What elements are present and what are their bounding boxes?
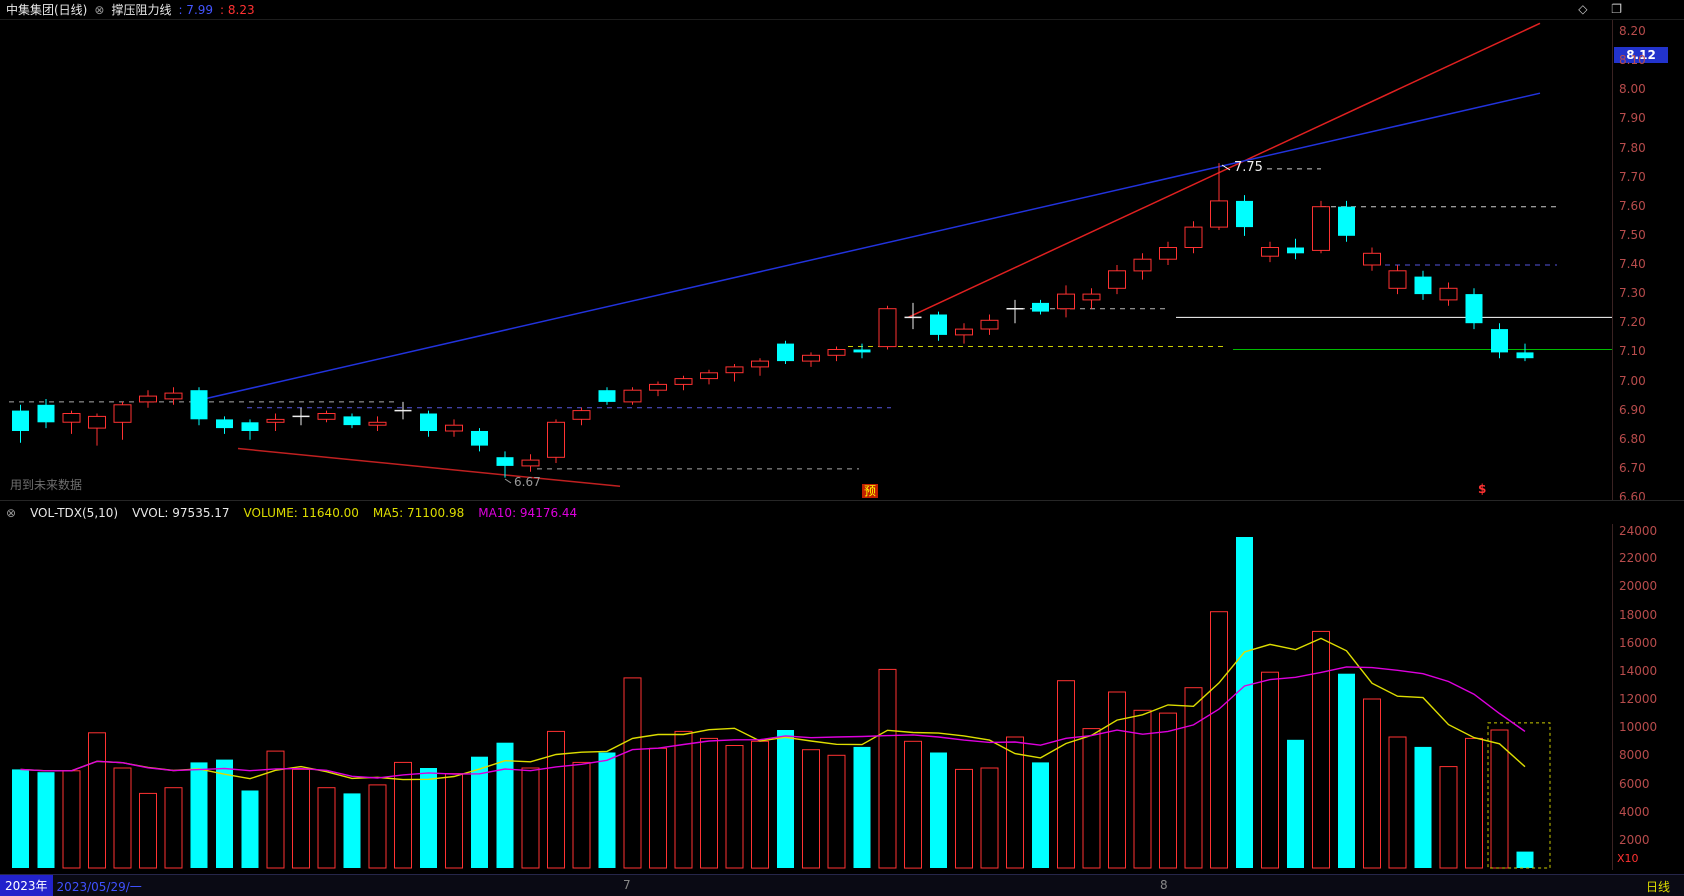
volume-tick-label: 14000 (1619, 663, 1658, 678)
price-tick-label: 7.00 (1619, 373, 1646, 388)
future-data-watermark: 用到未来数据 (10, 478, 83, 492)
ma10-value: MA10: 94176.44 (478, 505, 578, 520)
price-tick-label: 7.10 (1619, 344, 1646, 359)
price-tick-label: 8.10 (1619, 53, 1646, 68)
month-mark-8: 8 (1160, 878, 1168, 892)
stock-title: 中集集团(日线) (6, 3, 88, 17)
dividend-rights-marker[interactable]: $ (1478, 482, 1487, 496)
volume-fold-icon[interactable]: ⊗ (6, 505, 17, 520)
time-axis-bar: 2023年 2023/05/29/一 日线 7 8 (0, 874, 1684, 896)
volume-tick-label: 16000 (1619, 635, 1658, 650)
volume-tick-label: 8000 (1619, 748, 1650, 763)
ma5-value: MA5: 71100.98 (372, 505, 465, 520)
ma5-line (20, 637, 1526, 781)
resistance-trend (907, 22, 1541, 319)
volume-tick-label: 4000 (1619, 804, 1650, 819)
candlestick-svg[interactable]: 7.75 6.67 (0, 20, 1612, 500)
price-tick-label: 7.20 (1619, 315, 1646, 330)
peak-arrow (1221, 164, 1231, 171)
volume-tick-label: 10000 (1619, 720, 1658, 735)
volume-value: VOLUME: 11640.00 (243, 505, 359, 520)
price-tick-label: 7.70 (1619, 169, 1646, 184)
volume-tick-label: 6000 (1619, 776, 1650, 791)
window-corner-icons[interactable]: ◇ ❐ (1578, 2, 1632, 16)
indicator-fold-icon[interactable]: ⊗ (94, 2, 105, 17)
price-tick-label: 7.30 (1619, 286, 1646, 301)
low-arrow (504, 478, 512, 484)
price-tick-label: 7.60 (1619, 198, 1646, 213)
volume-tick-label: 18000 (1619, 607, 1658, 622)
volume-bars-layer (12, 537, 1534, 869)
month-mark-7: 7 (623, 878, 631, 892)
volume-chart[interactable] (0, 524, 1612, 870)
volume-tick-label: 24000 (1619, 524, 1658, 538)
candles-layer (12, 163, 1534, 478)
volume-tick-label: 12000 (1619, 692, 1658, 706)
price-axis: 8.12 8.20 8.10 8.00 7.90 7.80 7.70 7.60 7.50 7.4… (1612, 20, 1684, 504)
volume-scale-label: X10 (1617, 852, 1639, 865)
main-candlestick-chart[interactable]: 7.75 6.67 用到未来数据 预 $ (0, 20, 1612, 500)
low-price-annotation: 6.67 (514, 475, 541, 489)
volume-tick-label: 22000 (1619, 551, 1658, 566)
volume-tick-label: 20000 (1619, 579, 1658, 594)
indicator-name[interactable]: 撑压阻力线 (111, 3, 172, 17)
support-trend (203, 92, 1541, 400)
price-tick-label: 8.20 (1619, 24, 1646, 38)
volume-axis: X10 24000 22000 20000 18000 16000 14000 12000 1… (1612, 524, 1684, 870)
price-tick-label: 7.40 (1619, 257, 1646, 271)
current-price-badge: 8.12 (1614, 47, 1668, 64)
price-tick-label: 6.70 (1619, 460, 1646, 475)
volume-indicator-header: ⊗ VOL-TDX(5,10) VVOL: 97535.17 VOLUME: 1… (0, 500, 1684, 524)
peak-price-annotation: 7.75 (1234, 160, 1263, 175)
year-chip[interactable]: 2023年 (0, 875, 53, 896)
price-tick-label: 7.90 (1619, 111, 1646, 126)
lower-support-trend (237, 447, 621, 488)
indicator-value-support: : 7.99 (178, 2, 214, 17)
volume-svg[interactable] (0, 524, 1612, 870)
price-tick-label: 6.90 (1619, 402, 1646, 417)
volume-tick-label: 2000 (1619, 832, 1650, 847)
volume-indicator-name[interactable]: VOL-TDX(5,10) (30, 505, 119, 520)
forecast-badge[interactable]: 预 (862, 484, 879, 498)
indicator-value-resistance: : 8.23 (220, 2, 255, 17)
price-tick-label: 8.00 (1619, 82, 1646, 97)
price-tick-label: 7.50 (1619, 227, 1646, 242)
vvol-value: VVOL: 97535.17 (132, 505, 230, 520)
price-tick-label: 6.80 (1619, 431, 1646, 446)
title-bar: 中集集团(日线) ⊗ 撑压阻力线 : 7.99 : 8.23 ◇ ❐ (0, 0, 1684, 20)
period-label[interactable]: 日线 (1645, 880, 1670, 894)
start-date-label: 2023/05/29/一 (56, 879, 142, 894)
volume-projection-box (1487, 722, 1551, 869)
price-tick-label: 7.80 (1619, 140, 1646, 155)
ma10-line (20, 666, 1526, 779)
